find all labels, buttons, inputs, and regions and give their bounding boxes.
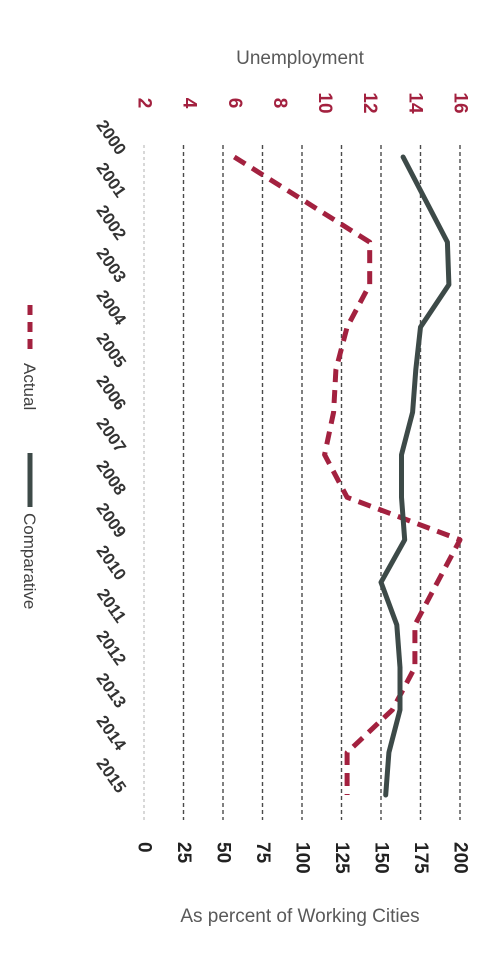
year-tick-label: 2015 [93, 755, 130, 797]
top-tick-label: 12 [359, 92, 380, 113]
series-line-comparative [378, 154, 452, 798]
bottom-tick-label: 200 [450, 842, 471, 874]
year-tick-label: 2001 [93, 159, 130, 201]
series-line-actual [232, 154, 463, 795]
legend-comparative-label: Comparative [20, 513, 39, 609]
year-tick-label: 2009 [93, 499, 130, 541]
bottom-tick-label: 50 [213, 842, 234, 863]
top-tick-label: 16 [450, 92, 471, 113]
year-axis-ticks: 2000200120022003200420052006200720082009… [93, 117, 131, 797]
year-tick-label: 2002 [93, 202, 130, 244]
bottom-tick-label: 25 [173, 842, 194, 864]
top-axis-title: Unemployment [236, 48, 364, 69]
bottom-tick-label: 125 [331, 842, 352, 874]
year-tick-label: 2006 [93, 372, 130, 414]
bottom-tick-label: 75 [252, 842, 273, 864]
bottom-axis-ticks: 0 25 50 75 100 125 150 175 200 [134, 842, 471, 874]
year-tick-label: 2005 [93, 329, 130, 371]
bottom-tick-label: 100 [292, 842, 313, 874]
bottom-axis-title: As percent of Working Cities [180, 906, 419, 927]
year-tick-label: 2008 [93, 457, 130, 499]
legend-actual-label: Actual [20, 363, 39, 410]
bottom-tick-label: 150 [371, 842, 392, 874]
year-tick-label: 2003 [93, 244, 130, 286]
year-tick-label: 2013 [93, 669, 130, 711]
top-tick-label: 14 [404, 92, 425, 114]
year-tick-label: 2014 [93, 712, 131, 754]
year-tick-label: 2000 [93, 117, 130, 159]
year-tick-label: 2010 [93, 542, 130, 584]
year-tick-label: 2007 [93, 414, 130, 456]
top-tick-label: 4 [179, 98, 200, 109]
top-axis-ticks: 2 4 6 8 10 12 14 16 [134, 92, 471, 114]
year-tick-label: 2004 [93, 287, 131, 329]
top-tick-label: 2 [134, 98, 155, 109]
bottom-tick-label: 0 [134, 842, 155, 853]
year-tick-label: 2011 [93, 585, 130, 626]
legend: Actual Comparative [20, 305, 39, 609]
series-lines [232, 154, 463, 798]
grid-lines [143, 145, 461, 820]
year-tick-label: 2012 [93, 627, 130, 669]
top-tick-label: 8 [269, 98, 290, 109]
bottom-tick-label: 175 [410, 842, 431, 874]
top-tick-label: 10 [314, 92, 335, 113]
top-tick-label: 6 [224, 98, 245, 109]
